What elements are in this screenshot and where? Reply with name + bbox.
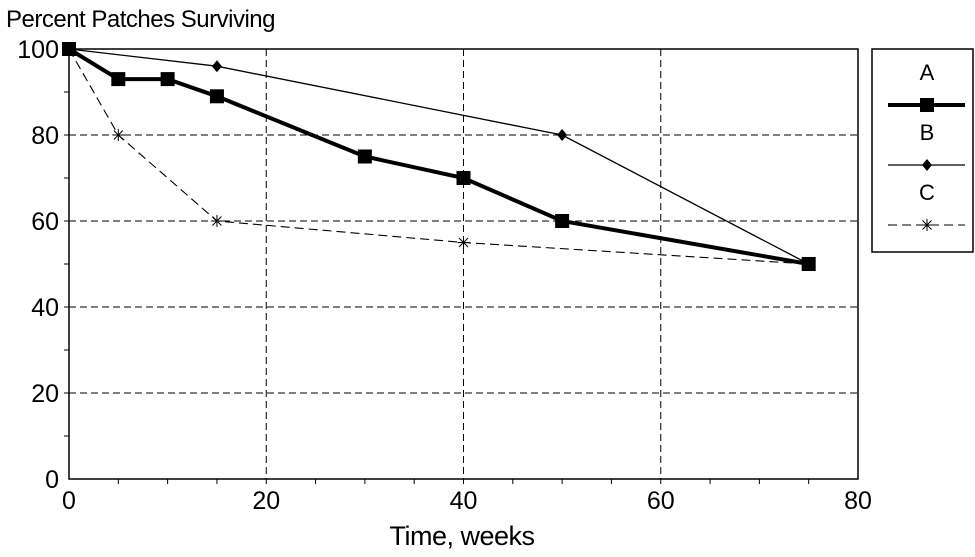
legend: A B C: [871, 48, 974, 253]
data-point-square: [111, 72, 126, 87]
x-axis-label: Time, weeks: [389, 521, 534, 551]
legend-frame: [871, 48, 974, 253]
data-point-square: [160, 72, 175, 87]
series-line-a: [67, 47, 810, 266]
y-tick-label: 100: [17, 36, 59, 64]
grid-lines: [69, 49, 858, 479]
y-tick-label: 60: [31, 208, 59, 236]
data-point-square: [456, 171, 471, 185]
series-line-b: [68, 48, 809, 265]
data-point-asterisk: [210, 215, 223, 227]
data-point-asterisk: [921, 219, 933, 231]
data-point-square: [209, 89, 224, 104]
data-point-square: [357, 149, 372, 164]
data-point-asterisk: [112, 129, 125, 141]
y-tick-label: 40: [31, 294, 59, 322]
legend-label: C: [919, 180, 935, 205]
x-tick-label: 60: [647, 487, 675, 515]
data-point-asterisk: [457, 236, 470, 249]
x-tick-label: 0: [62, 487, 76, 515]
x-tick-label: 20: [252, 487, 280, 515]
chart-title: Percent Patches Surviving: [6, 6, 275, 33]
y-tick-label: 80: [31, 122, 59, 150]
x-tick-label: 80: [844, 487, 872, 515]
plot-area-frame: [68, 48, 859, 480]
series-line-c: [68, 48, 809, 265]
legend-label: B: [920, 120, 935, 145]
minor-ticks: [64, 91, 810, 484]
series-lines: [62, 42, 816, 271]
y-tick-label: 0: [45, 466, 59, 494]
tick-labels: 0 20 40 60 80 100 0 20 40 60 80: [17, 36, 872, 515]
data-point-square: [555, 214, 570, 228]
x-tick-label: 40: [450, 487, 478, 515]
data-point-square: [920, 98, 934, 112]
legend-label: A: [920, 60, 935, 85]
y-tick-label: 20: [31, 380, 59, 408]
data-point-diamond: [211, 60, 222, 73]
data-point-diamond: [922, 159, 932, 171]
data-point-square: [62, 42, 76, 56]
data-point-square: [801, 257, 816, 271]
data-point-diamond: [557, 129, 568, 141]
